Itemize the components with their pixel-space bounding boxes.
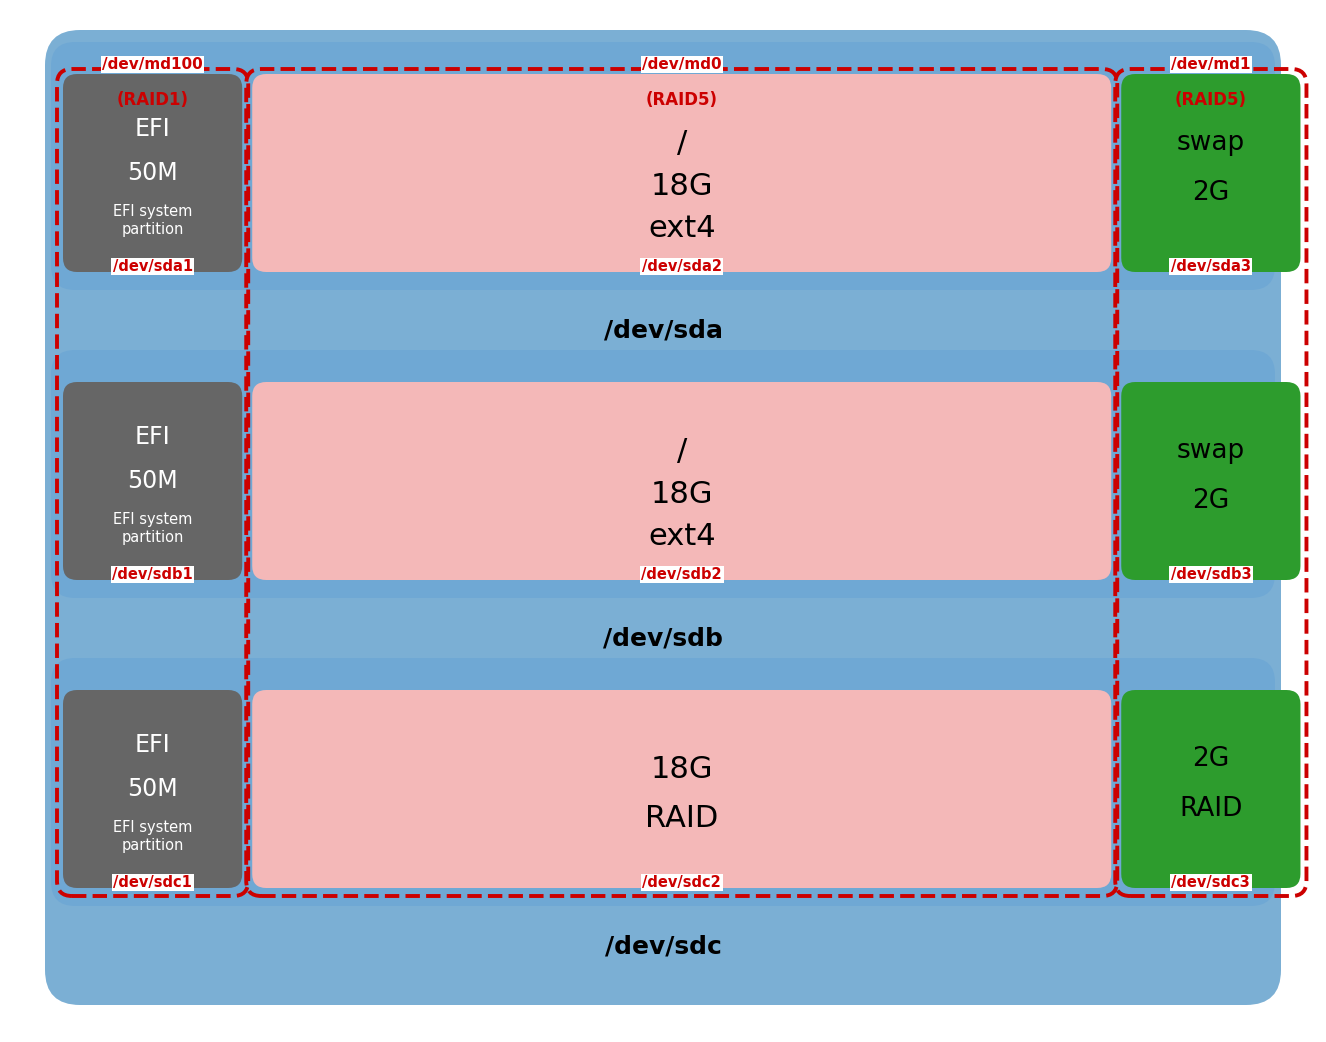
FancyBboxPatch shape bbox=[64, 74, 243, 272]
Text: /dev/sdc2: /dev/sdc2 bbox=[642, 875, 721, 890]
FancyBboxPatch shape bbox=[50, 658, 1276, 905]
Text: (RAID5): (RAID5) bbox=[1175, 91, 1246, 109]
Text: 18G: 18G bbox=[651, 754, 713, 784]
Text: EFI: EFI bbox=[135, 118, 171, 142]
Text: 18G: 18G bbox=[651, 172, 713, 201]
FancyBboxPatch shape bbox=[252, 690, 1111, 888]
FancyBboxPatch shape bbox=[1122, 74, 1301, 272]
Text: EFI: EFI bbox=[135, 734, 171, 758]
Text: /dev/sda3: /dev/sda3 bbox=[1171, 259, 1250, 274]
Text: /dev/sdb2: /dev/sdb2 bbox=[642, 567, 723, 582]
Text: 2G: 2G bbox=[1192, 488, 1229, 514]
FancyBboxPatch shape bbox=[45, 30, 1281, 1004]
FancyBboxPatch shape bbox=[1122, 382, 1301, 580]
Text: /dev/sda1: /dev/sda1 bbox=[113, 259, 192, 274]
FancyBboxPatch shape bbox=[252, 382, 1111, 580]
Text: RAID: RAID bbox=[646, 804, 719, 834]
Text: /: / bbox=[676, 437, 687, 466]
Text: 50M: 50M bbox=[127, 469, 178, 493]
Text: EFI system
partition: EFI system partition bbox=[113, 204, 192, 237]
Text: EFI system
partition: EFI system partition bbox=[113, 513, 192, 545]
FancyBboxPatch shape bbox=[50, 42, 1276, 290]
Text: /dev/sdc: /dev/sdc bbox=[605, 934, 721, 958]
Text: /dev/sdb3: /dev/sdb3 bbox=[1171, 567, 1252, 582]
Text: 50M: 50M bbox=[127, 162, 178, 185]
Text: /: / bbox=[676, 129, 687, 157]
Text: swap: swap bbox=[1176, 130, 1245, 156]
Text: EFI: EFI bbox=[135, 425, 171, 449]
Text: /dev/sdb: /dev/sdb bbox=[603, 626, 723, 650]
Text: EFI system
partition: EFI system partition bbox=[113, 820, 192, 852]
Text: /dev/md1: /dev/md1 bbox=[1171, 57, 1250, 72]
Text: /dev/sdc1: /dev/sdc1 bbox=[113, 875, 192, 890]
Text: /dev/sda2: /dev/sda2 bbox=[642, 259, 721, 274]
Text: 2G: 2G bbox=[1192, 180, 1229, 206]
FancyBboxPatch shape bbox=[64, 382, 243, 580]
FancyBboxPatch shape bbox=[1122, 690, 1301, 888]
Text: /dev/md100: /dev/md100 bbox=[102, 57, 203, 72]
Text: ext4: ext4 bbox=[648, 214, 716, 243]
FancyBboxPatch shape bbox=[64, 690, 243, 888]
Text: swap: swap bbox=[1176, 439, 1245, 465]
Text: (RAID5): (RAID5) bbox=[646, 91, 717, 109]
FancyBboxPatch shape bbox=[252, 74, 1111, 272]
Text: /dev/md0: /dev/md0 bbox=[642, 57, 721, 72]
Text: /dev/sdc3: /dev/sdc3 bbox=[1171, 875, 1250, 890]
Text: 50M: 50M bbox=[127, 777, 178, 801]
Text: /dev/sda: /dev/sda bbox=[603, 318, 723, 342]
Text: (RAID1): (RAID1) bbox=[117, 91, 188, 109]
FancyBboxPatch shape bbox=[50, 350, 1276, 598]
Text: ext4: ext4 bbox=[648, 522, 716, 551]
Text: RAID: RAID bbox=[1179, 796, 1242, 822]
Text: 2G: 2G bbox=[1192, 746, 1229, 772]
Text: 18G: 18G bbox=[651, 480, 713, 510]
Text: /dev/sdb1: /dev/sdb1 bbox=[113, 567, 194, 582]
